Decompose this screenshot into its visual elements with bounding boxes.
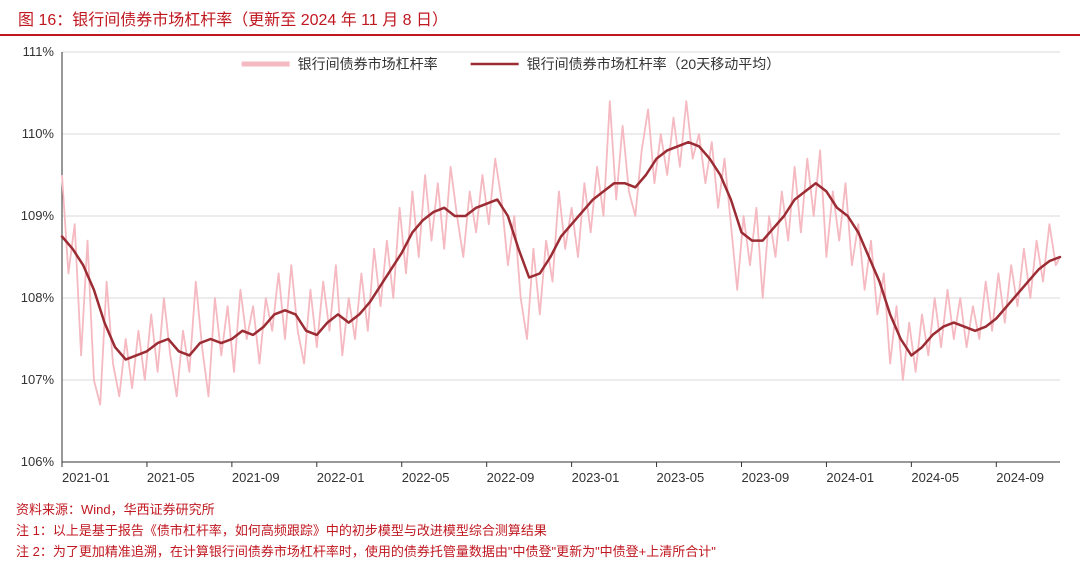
svg-text:110%: 110% (22, 126, 55, 141)
svg-text:2023-01: 2023-01 (572, 470, 620, 485)
svg-text:2021-05: 2021-05 (147, 470, 195, 485)
svg-text:2023-05: 2023-05 (657, 470, 705, 485)
svg-text:106%: 106% (21, 454, 55, 469)
svg-text:2022-01: 2022-01 (317, 470, 365, 485)
svg-text:2024-09: 2024-09 (996, 470, 1044, 485)
source-line: 资料来源：Wind，华西证券研究所 (16, 500, 1064, 521)
chart-title-row: 图 16：银行间债券市场杠杆率（更新至 2024 年 11 月 8 日） (0, 0, 1080, 36)
chart-container: 106% 107% 108% 109% 110% 111% 2021-01 2021-05 20… (0, 36, 1080, 496)
svg-text:108%: 108% (21, 290, 55, 305)
leverage-chart: 106% 107% 108% 109% 110% 111% 2021-01 2021-05 20… (0, 36, 1080, 496)
note-2: 注 2：为了更加精准追溯，在计算银行间债券市场杠杆率时，使用的债券托管量数据由"… (16, 542, 1064, 563)
svg-text:2021-09: 2021-09 (232, 470, 280, 485)
svg-text:银行间债券市场杠杆率（20天移动平均）: 银行间债券市场杠杆率（20天移动平均） (527, 56, 781, 72)
svg-text:2024-05: 2024-05 (911, 470, 959, 485)
svg-text:银行间债券市场杠杆率: 银行间债券市场杠杆率 (298, 56, 438, 72)
chart-title: 图 16：银行间债券市场杠杆率（更新至 2024 年 11 月 8 日） (18, 12, 448, 29)
svg-text:2023-09: 2023-09 (741, 470, 789, 485)
svg-text:2024-01: 2024-01 (826, 470, 874, 485)
svg-text:2021-01: 2021-01 (62, 470, 110, 485)
svg-text:2022-09: 2022-09 (487, 470, 535, 485)
svg-text:107%: 107% (21, 372, 55, 387)
chart-footer: 资料来源：Wind，华西证券研究所 注 1：以上是基于报告《债市杠杆率，如何高频… (0, 496, 1080, 562)
svg-text:109%: 109% (21, 208, 55, 223)
note-1: 注 1：以上是基于报告《债市杠杆率，如何高频跟踪》中的初步模型与改进模型综合测算… (16, 521, 1064, 542)
svg-text:2022-05: 2022-05 (402, 470, 450, 485)
svg-text:111%: 111% (23, 44, 55, 59)
